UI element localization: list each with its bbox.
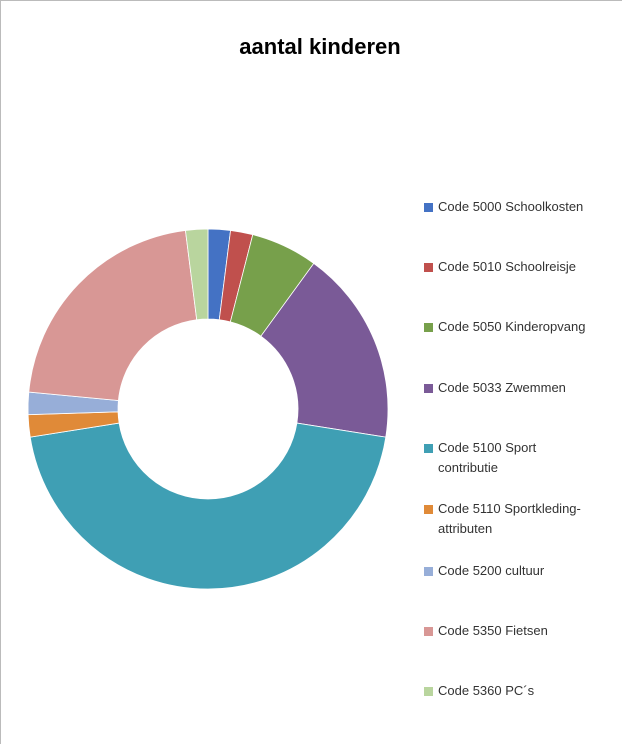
legend-label: Code 5010 Schoolreisje [438,259,577,274]
legend-label: Code 5110 Sportkleding-attributen [438,501,581,536]
legend-item: Code 5360 PC´s [424,683,620,701]
chart-title: aantal kinderen [239,34,400,59]
doughnut-segment [260,262,389,438]
legend-swatch [424,687,433,696]
legend-label: Code 5360 PC´s [438,683,535,698]
legend-swatch [424,384,433,393]
legend-label: Code 5100 Sport contributie [438,440,537,475]
legend-item: Code 5000 Schoolkosten [424,199,620,217]
legend-swatch [424,567,433,576]
legend-swatch [424,444,433,453]
doughnut-segment [184,228,209,321]
legend-label: Code 5050 Kinderopvang [438,319,586,334]
legend-swatch [424,203,433,212]
legend-item: Code 5010 Schoolreisje [424,259,620,277]
legend-item: Code 5033 Zwemmen [424,380,620,398]
legend-swatch [424,323,433,332]
legend-item: Code 5110 Sportkleding-attributen [424,501,620,539]
legend-item: Code 5100 Sport contributie [424,440,620,478]
legend-label: Code 5033 Zwemmen [438,380,566,395]
legend-item: Code 5200 cultuur [424,563,620,581]
legend-item: Code 5050 Kinderopvang [424,319,620,337]
doughnut-segment [28,229,198,401]
doughnut-segment [29,422,387,590]
legend-item: Code 5350 Fietsen [424,623,620,641]
legend-label: Code 5000 Schoolkosten [438,199,584,214]
legend-label: Code 5350 Fietsen [438,623,548,638]
legend-swatch [424,505,433,514]
legend-label: Code 5200 cultuur [438,563,545,578]
legend-swatch [424,627,433,636]
legend-swatch [424,263,433,272]
